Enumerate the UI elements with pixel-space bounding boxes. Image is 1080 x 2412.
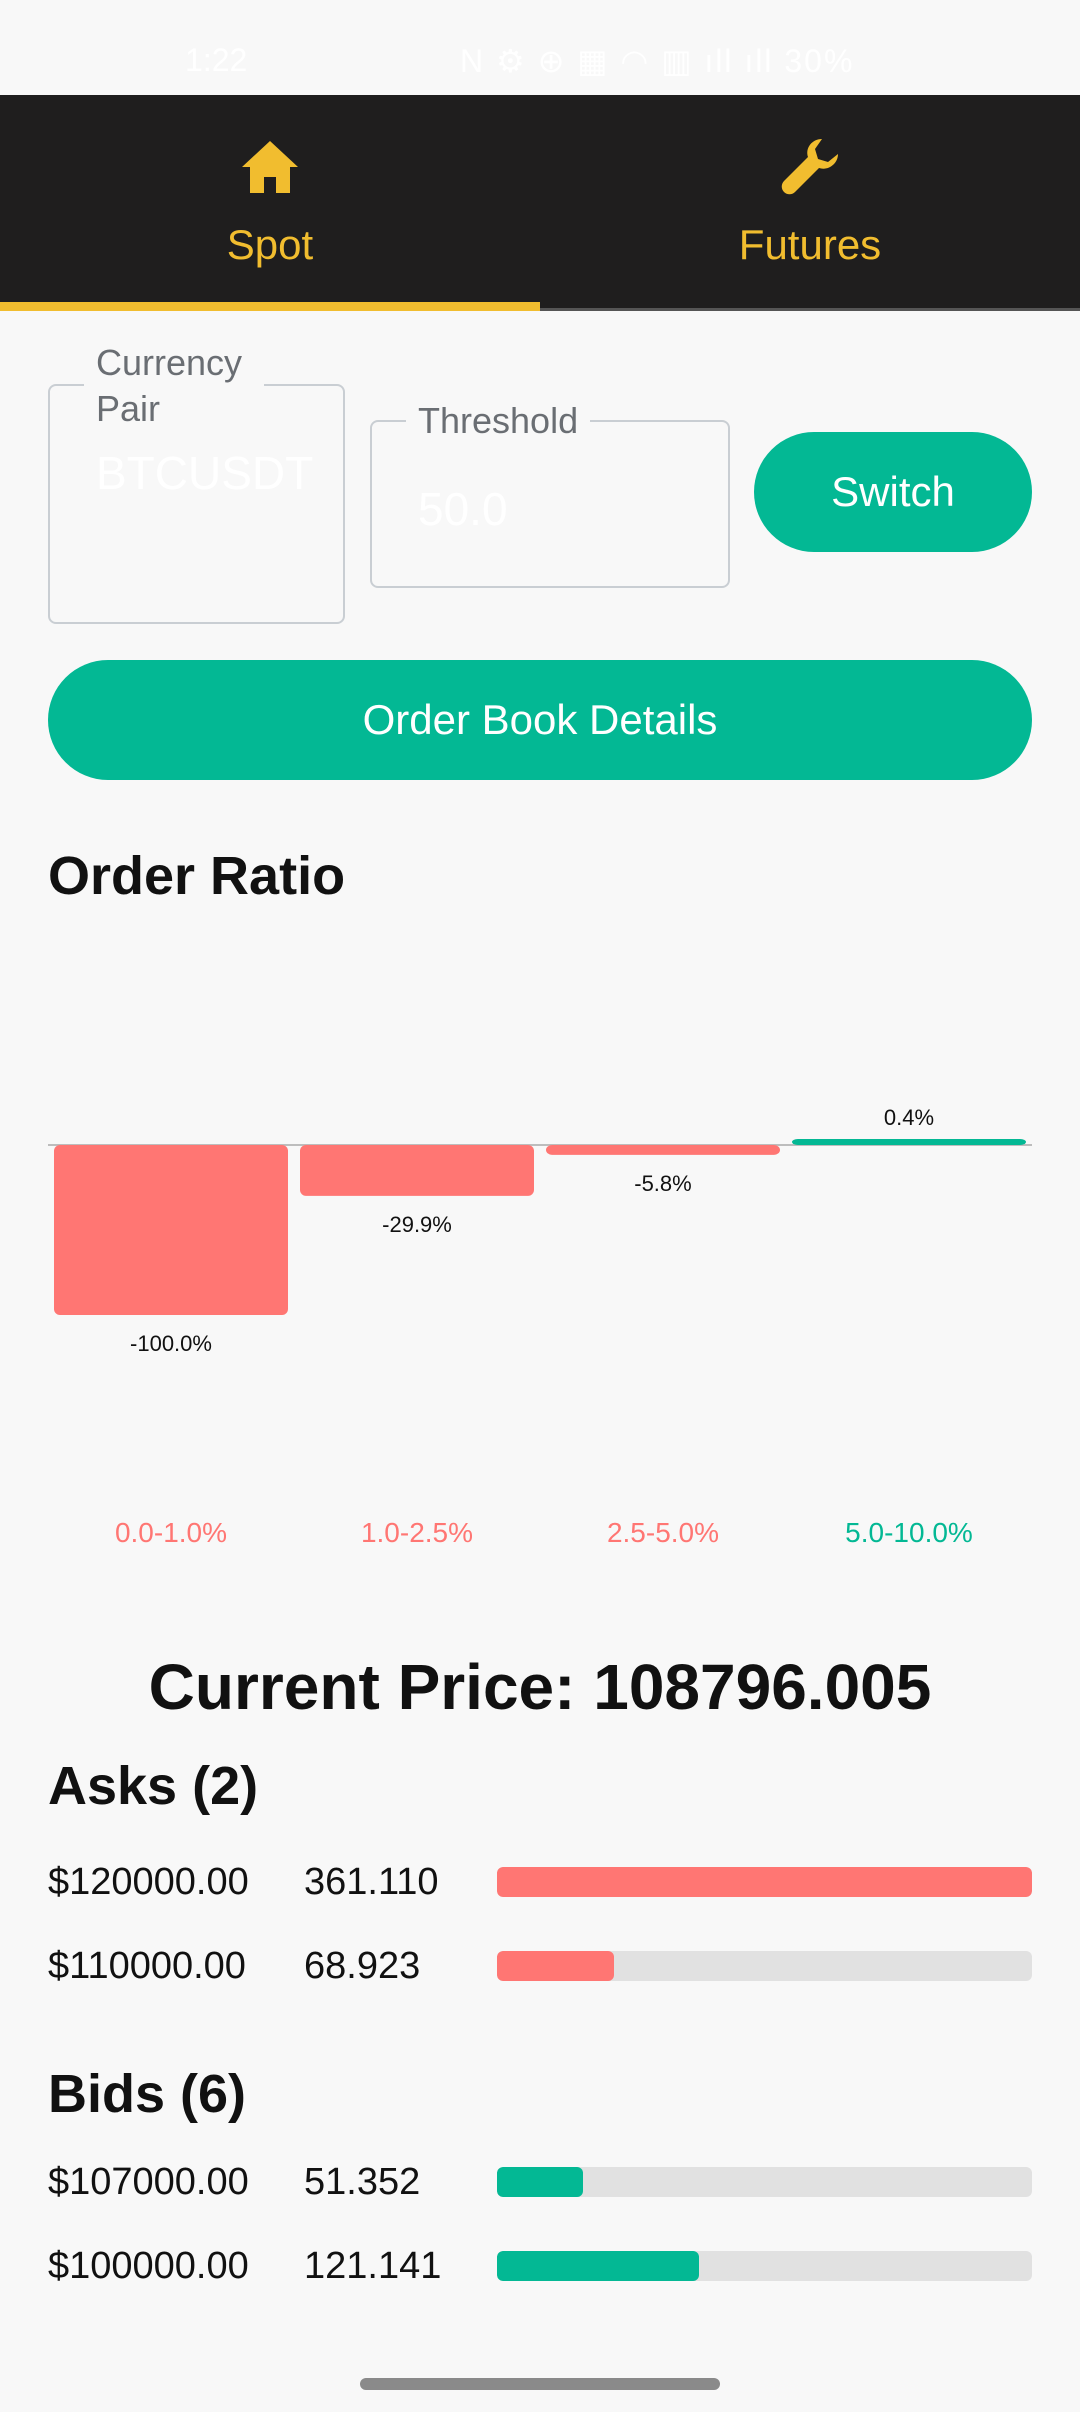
ask-quantity: 68.923 <box>304 1945 421 1987</box>
tab-spot[interactable]: Spot <box>0 95 540 310</box>
bid-volume-bar <box>497 2251 699 2281</box>
chart-category-label: 2.5-5.0% <box>607 1517 719 1548</box>
currency-pair-field[interactable]: Currency Pair BTCUSDT <box>48 340 345 624</box>
chart-value-label: 0.4% <box>884 1105 934 1130</box>
chart-bar <box>300 1145 534 1196</box>
threshold-field[interactable]: Threshold 50.0 <box>370 398 730 588</box>
bid-volume-track <box>497 2167 1032 2197</box>
chart-bar <box>54 1145 288 1315</box>
chart-category-label: 5.0-10.0% <box>845 1517 973 1548</box>
order-ratio-title: Order Ratio <box>48 846 346 906</box>
currency-pair-value[interactable]: BTCUSDT <box>96 447 314 499</box>
currency-pair-label: Currency Pair <box>84 340 264 432</box>
chart-category-label: 1.0-2.5% <box>361 1517 473 1548</box>
status-indicators: N ⚙ ⊕ ▦ ◠ ▥ ıll ıll 30% <box>460 43 855 79</box>
chart-bar <box>546 1145 780 1155</box>
ask-price: $120000.00 <box>48 1861 249 1903</box>
tab-bar: Spot Futures <box>0 95 1080 310</box>
order-ratio-chart: -100.0% 0.0-1.0% -29.9% 1.0-2.5% -5.8% 2.5-5.… <box>0 920 1080 1560</box>
chart-value-label: -100.0% <box>130 1331 212 1356</box>
bid-volume-track <box>497 2251 1032 2281</box>
bids-title: Bids (6) <box>48 2064 247 2124</box>
bid-row: $100000.00 121.141 <box>0 2237 1080 2297</box>
tab-futures[interactable]: Futures <box>540 95 1080 310</box>
bid-price: $107000.00 <box>48 2161 249 2203</box>
bid-volume-bar <box>497 2167 583 2197</box>
status-bar: 1:22 N ⚙ ⊕ ▦ ◠ ▥ ıll ıll 30% <box>0 0 1080 95</box>
ask-price: $110000.00 <box>48 1945 246 1987</box>
ask-volume-bar <box>497 1951 614 1981</box>
ask-quantity: 361.110 <box>304 1861 439 1903</box>
bid-quantity: 121.141 <box>304 2245 442 2287</box>
threshold-value[interactable]: 50.0 <box>418 483 508 535</box>
status-time: 1:22 <box>185 42 248 78</box>
tab-spot-label: Spot <box>226 221 314 268</box>
bid-quantity: 51.352 <box>304 2161 421 2203</box>
current-price: Current Price: 108796.005 <box>148 1651 932 1723</box>
chart-value-label: -5.8% <box>634 1171 691 1196</box>
ask-volume-track <box>497 1867 1032 1897</box>
order-book-details-button[interactable]: Order Book Details <box>48 660 1032 780</box>
tab-divider <box>540 308 1080 311</box>
ask-volume-track <box>497 1951 1032 1981</box>
ask-row: $110000.00 68.923 <box>0 1937 1080 1997</box>
chart-category-label: 0.0-1.0% <box>115 1517 227 1548</box>
asks-title: Asks (2) <box>48 1756 259 1816</box>
switch-button[interactable]: Switch <box>754 432 1032 552</box>
tab-futures-label: Futures <box>738 221 882 268</box>
order-ratio-chart-svg: -100.0% 0.0-1.0% -29.9% 1.0-2.5% -5.8% 2.5-5.… <box>48 1105 1032 1548</box>
bid-row: $107000.00 51.352 <box>0 2153 1080 2213</box>
chart-value-label: -29.9% <box>382 1212 452 1237</box>
home-indicator[interactable] <box>360 2378 720 2390</box>
threshold-label: Threshold <box>406 398 591 444</box>
ask-row: $120000.00 361.110 <box>0 1853 1080 1913</box>
wrench-icon <box>781 139 838 195</box>
chart-bar <box>792 1139 1026 1145</box>
tab-selected-indicator <box>0 302 540 311</box>
home-icon <box>242 141 298 193</box>
bid-price: $100000.00 <box>48 2245 249 2287</box>
ask-volume-bar <box>497 1867 1032 1897</box>
